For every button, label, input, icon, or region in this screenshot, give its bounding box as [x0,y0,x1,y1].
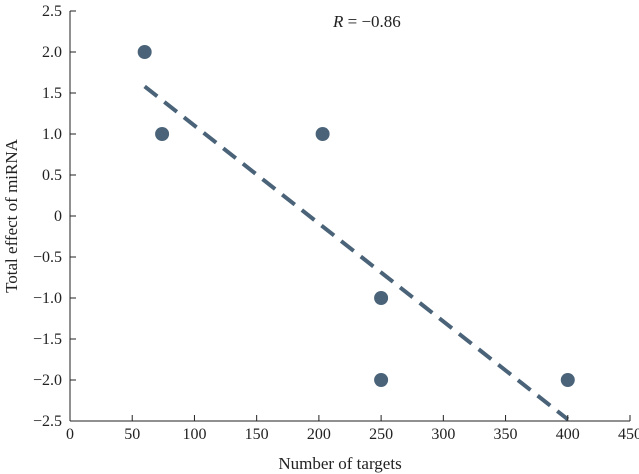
data-point [137,45,152,59]
x-axis-title: Number of targets [278,454,401,473]
x-tick-label: 150 [245,426,269,443]
y-tick-label: 0.5 [42,167,62,184]
x-tick-label: 250 [369,426,393,443]
x-tick-label: 0 [66,426,74,443]
data-point [374,373,389,387]
y-tick-label: 2.5 [42,3,62,20]
y-tick-label: −0.5 [33,249,62,266]
y-tick-label: −1.0 [33,290,62,307]
trend-line [143,84,570,421]
data-point [315,127,330,141]
correlation-value: = −0.86 [343,12,400,31]
axes: 0 50 100 150 200 250 300 350 400 450 2.5 2.0 1.5 1.0… [33,3,639,443]
y-tick-label: 2.0 [42,44,62,61]
x-tick-label: 300 [431,426,455,443]
trend-line-layer [143,84,570,421]
x-axis-ticks: 0 50 100 150 200 250 300 350 400 450 [66,415,639,443]
x-tick-label: 100 [182,426,206,443]
data-point [155,127,170,141]
x-tick-label: 400 [556,426,580,443]
correlation-annotation: R = −0.86 [332,12,401,31]
correlation-symbol: R [332,12,344,31]
y-tick-label: −2.0 [33,372,62,389]
x-tick-label: 200 [307,426,331,443]
y-tick-label: 1.5 [42,85,62,102]
x-tick-label: 450 [618,426,639,443]
y-tick-label: −1.5 [33,331,62,348]
y-tick-label: 0 [54,208,62,225]
y-tick-label: 1.0 [42,126,62,143]
x-tick-label: 350 [494,426,518,443]
y-axis-ticks: 2.5 2.0 1.5 1.0 0.5 0 −0.5 −1.0 −1.5 −2.0 −2.5 [33,3,76,430]
data-point [374,291,389,305]
y-axis-title: Total effect of miRNA [2,138,21,293]
x-tick-label: 50 [124,426,140,443]
y-tick-label: −2.5 [33,413,62,430]
data-point [560,373,575,387]
data-points [137,45,575,387]
